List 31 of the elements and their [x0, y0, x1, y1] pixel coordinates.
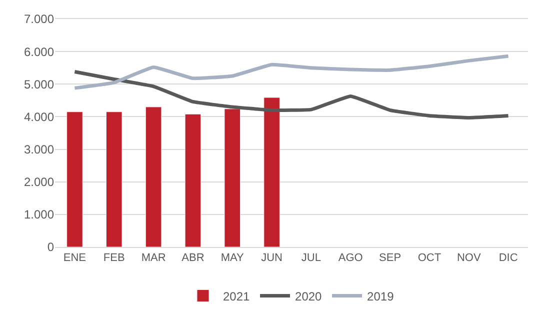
x-tick-label: FEB [103, 252, 125, 264]
y-tick-label: 3.000 [24, 142, 54, 156]
x-tick-label: AGO [338, 252, 364, 264]
x-tick-label: MAY [220, 252, 245, 264]
bar [66, 112, 83, 247]
x-tick-label: SEP [379, 252, 402, 264]
x-tick-label: NOV [456, 252, 482, 264]
line-series [72, 54, 510, 90]
y-tick-label: 7.000 [24, 12, 54, 26]
x-tick-label: JUN [261, 252, 283, 264]
bar [264, 97, 280, 247]
legend-label: 2020 [295, 289, 322, 304]
x-tick-label: MAR [141, 252, 166, 264]
y-tick-label: 6.000 [24, 44, 54, 59]
legend-label: 2019 [367, 289, 394, 304]
x-tick-label: JUL [301, 252, 321, 264]
x-tick-label: ENE [63, 252, 86, 264]
x-tick-label: ABR [182, 252, 204, 264]
bar [145, 106, 162, 247]
bar [106, 112, 122, 247]
y-tick-label: 1.000 [24, 208, 54, 222]
y-tick-label: 0 [47, 240, 54, 254]
y-tick-label: 2.000 [24, 175, 54, 190]
y-tick-label: 5.000 [24, 77, 54, 92]
bar [184, 114, 202, 247]
x-tick-label: OCT [418, 252, 442, 264]
line-series [72, 70, 510, 120]
x-tick-label: DIC [498, 252, 518, 264]
legend-label: 2021 [223, 289, 250, 304]
y-tick-label: 4.000 [24, 110, 54, 124]
bar [224, 108, 241, 247]
